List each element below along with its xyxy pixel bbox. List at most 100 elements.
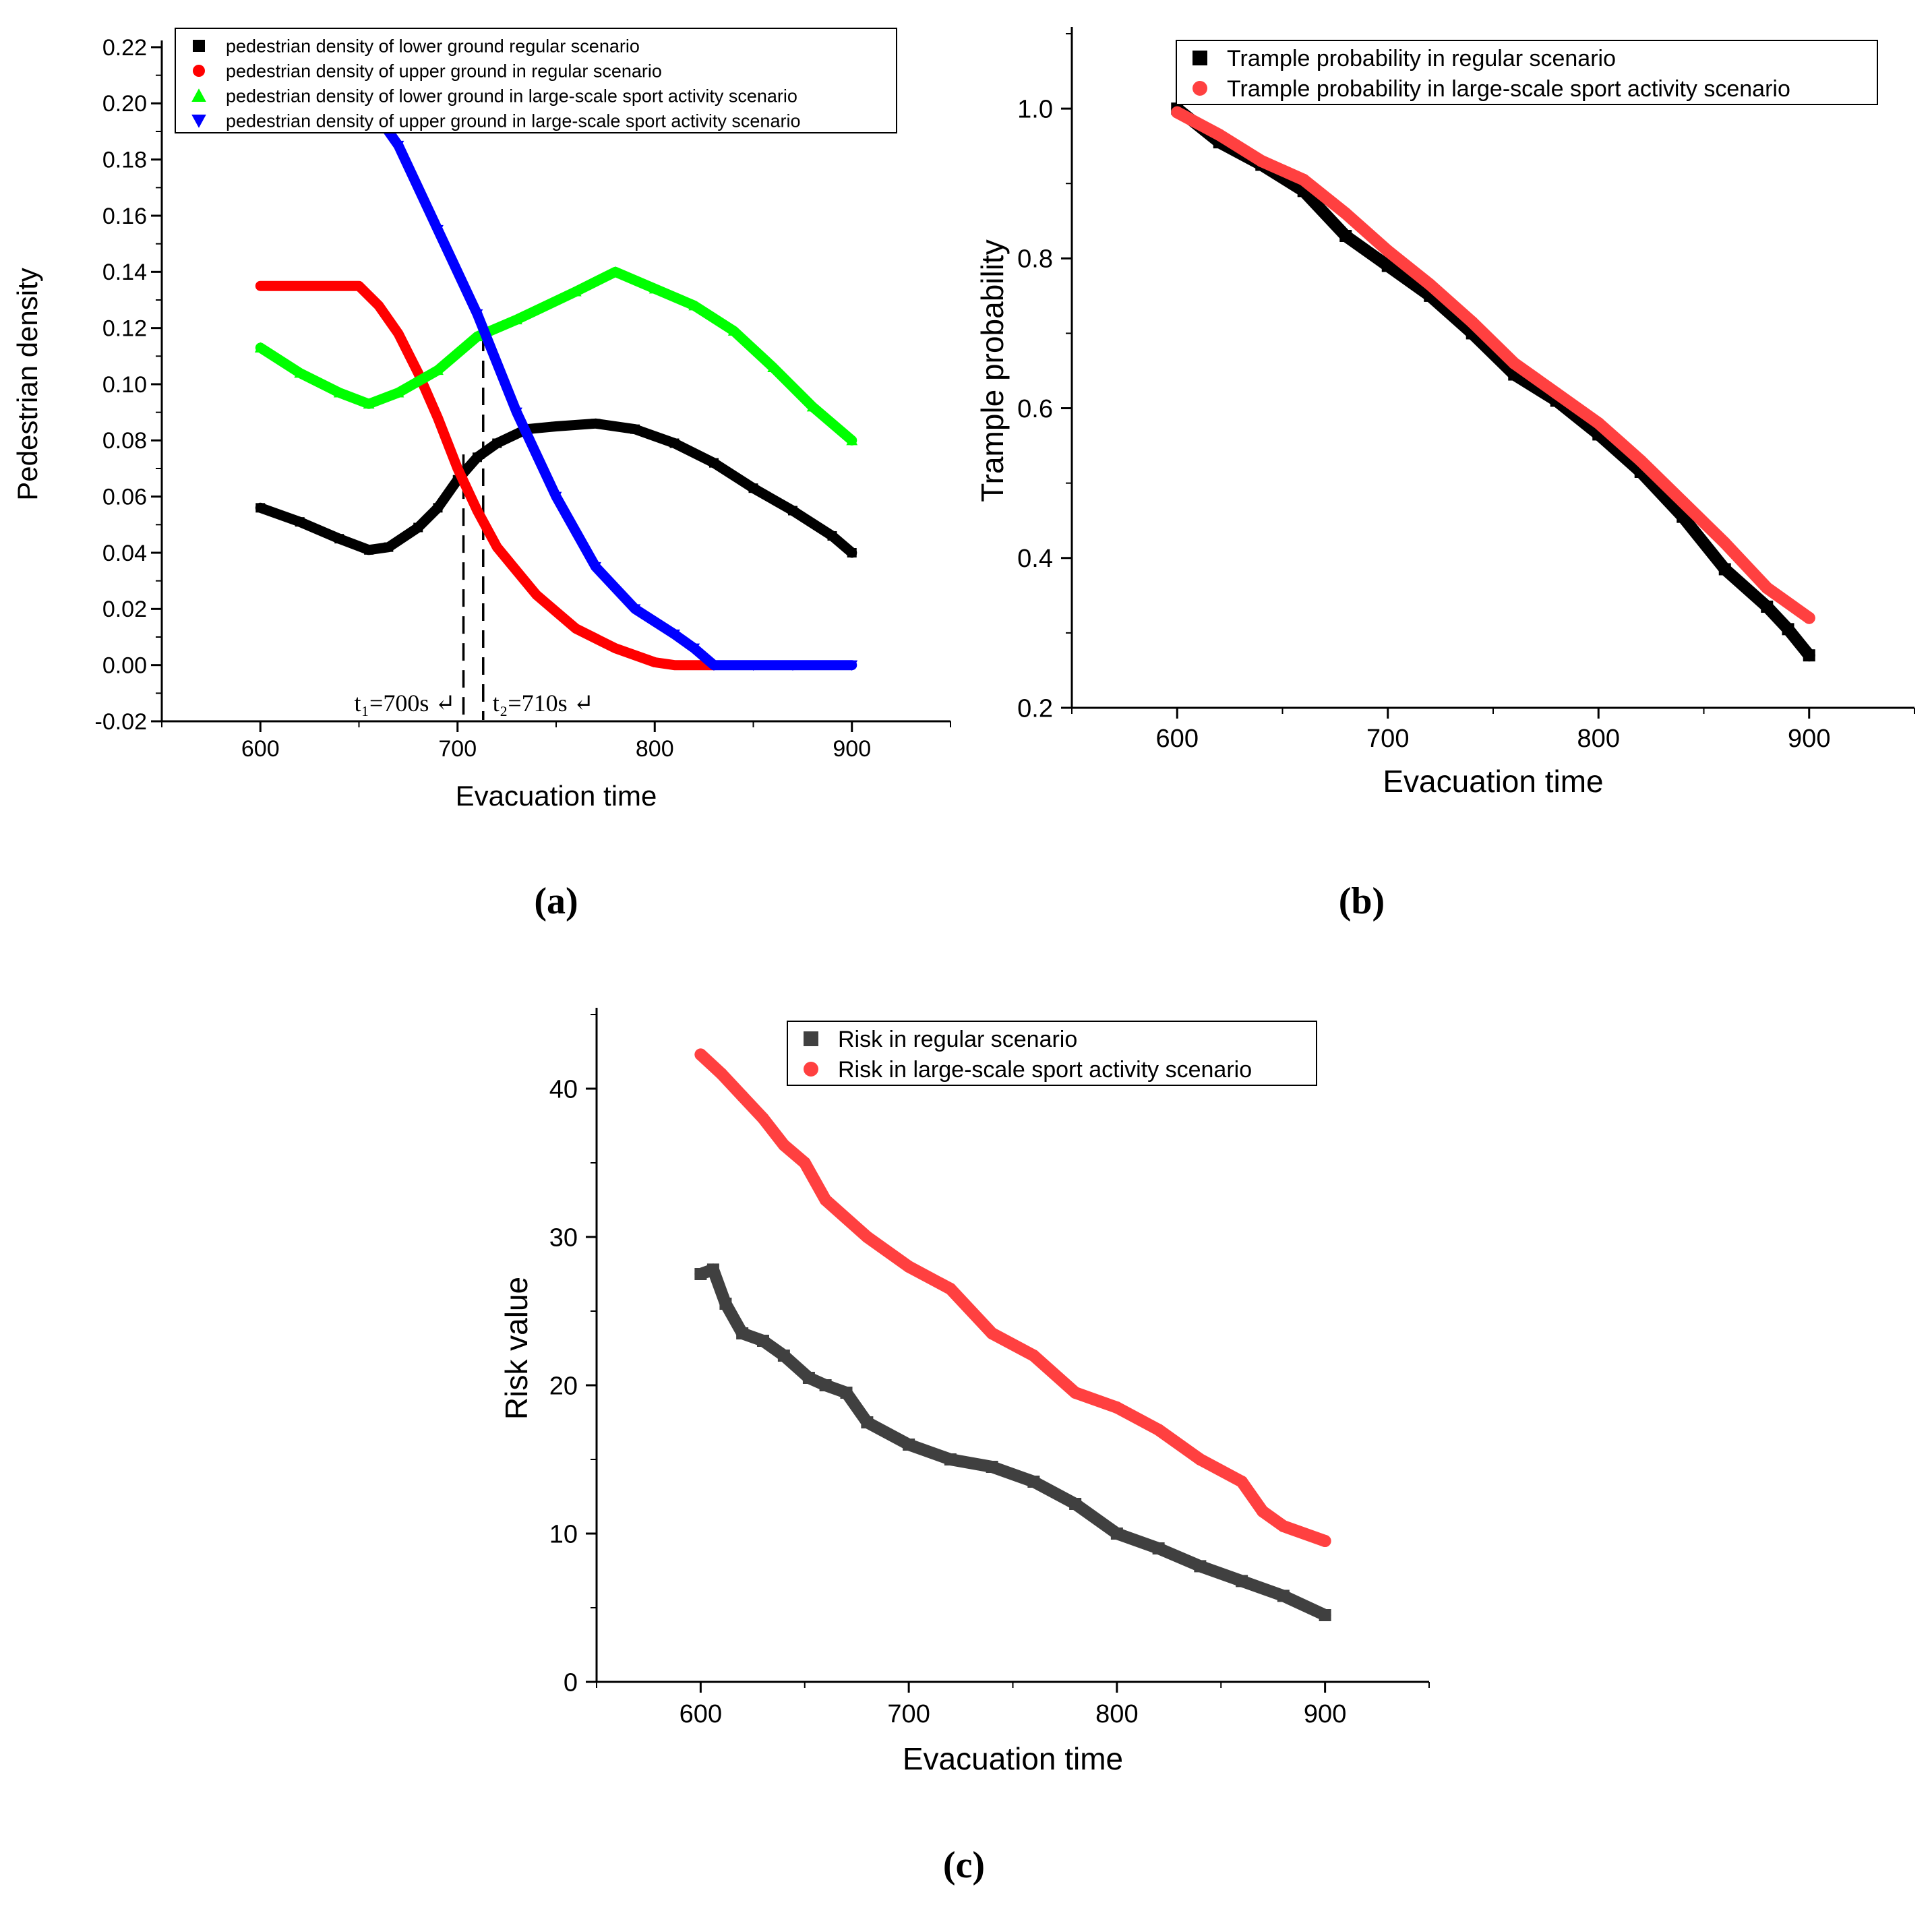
series-2 — [255, 280, 719, 671]
legend-marker — [191, 88, 206, 102]
data-point — [1466, 315, 1478, 328]
y-tick-label: 0.14 — [102, 260, 147, 285]
panel-caption: (b) — [1339, 880, 1385, 922]
data-point — [1277, 1520, 1290, 1532]
data-point — [492, 438, 502, 448]
data-point — [392, 387, 404, 398]
data-point — [1257, 1505, 1269, 1517]
legend: Risk in regular scenario Risk in large-sc… — [787, 1021, 1317, 1086]
data-point — [819, 1379, 832, 1391]
data-point — [767, 361, 779, 372]
data-point — [591, 419, 601, 429]
data-point — [1171, 106, 1184, 119]
data-point — [798, 1157, 811, 1169]
annotation-label: t₁=700s ↵ — [354, 690, 455, 717]
data-point — [715, 1068, 728, 1080]
data-point — [903, 1439, 915, 1451]
data-point — [694, 1048, 707, 1061]
data-point — [1194, 1560, 1207, 1573]
data-point — [1277, 1590, 1290, 1602]
data-point — [1069, 1498, 1082, 1510]
data-point — [511, 407, 522, 419]
x-tick-label: 700 — [438, 736, 477, 762]
y-axis-label: Pedestrian density — [11, 268, 43, 501]
y-tick-label: 0.08 — [102, 428, 147, 454]
data-point — [1339, 230, 1352, 242]
data-point — [846, 434, 858, 446]
y-tick-label: -0.02 — [95, 709, 148, 735]
data-point — [847, 548, 857, 557]
data-point — [629, 604, 641, 615]
legend: Trample probability in regular scenario T… — [1176, 40, 1878, 105]
y-tick-label: 10 — [549, 1520, 578, 1548]
data-point — [433, 413, 443, 423]
series-1 — [255, 418, 857, 558]
y-tick-label: 0.6 — [1017, 395, 1053, 423]
data-point — [694, 1268, 707, 1280]
y-tick-label: 0.06 — [102, 485, 147, 510]
data-point — [1027, 1350, 1040, 1362]
legend-box — [175, 28, 897, 133]
x-axis-label: Evacuation time — [456, 780, 657, 812]
data-point — [1718, 537, 1731, 549]
data-point — [777, 1139, 790, 1151]
x-tick-label: 600 — [241, 736, 280, 762]
legend-entry: pedestrian density of upper ground in la… — [226, 111, 800, 131]
y-tick-label: 0.22 — [102, 35, 147, 61]
data-point — [432, 224, 444, 236]
series-trace — [255, 98, 857, 671]
data-point — [719, 1298, 732, 1310]
y-tick-label: 0.18 — [102, 148, 147, 173]
data-point — [570, 286, 582, 297]
data-point — [1761, 601, 1774, 613]
series-trace — [1171, 106, 1815, 624]
series-trace — [255, 280, 719, 671]
legend-marker — [1193, 51, 1207, 65]
legend-entry: Risk in regular scenario — [838, 1027, 1077, 1052]
data-point — [295, 517, 305, 527]
data-point — [1718, 563, 1731, 576]
y-tick-label: 0.2 — [1017, 694, 1053, 723]
data-point — [394, 329, 403, 338]
data-point — [1110, 1528, 1123, 1540]
data-point — [354, 281, 364, 291]
data-point — [550, 491, 562, 503]
data-point — [471, 330, 483, 342]
data-point — [944, 1283, 957, 1295]
x-axis-label: Evacuation time — [1383, 764, 1603, 799]
data-point — [1508, 357, 1521, 369]
data-point — [903, 1261, 915, 1273]
data-point — [1677, 510, 1689, 523]
data-point — [1803, 649, 1815, 662]
panel-a: 600 700 800 900 -0.02 0.00 0.02 0.04 0.06 0.08 0.1… — [11, 28, 951, 922]
legend-entry: pedestrian density of lower ground regul… — [226, 36, 640, 56]
legend-entry: pedestrian density of upper ground in re… — [226, 61, 662, 81]
series-3 — [254, 266, 858, 446]
data-point — [364, 545, 374, 555]
data-point — [471, 309, 483, 320]
data-point — [650, 657, 660, 667]
x-tick-label: 700 — [887, 1700, 930, 1728]
data-point — [846, 660, 858, 671]
data-point — [819, 1194, 832, 1206]
data-point — [571, 624, 581, 634]
data-point — [1761, 582, 1774, 595]
y-tick-label: 0 — [564, 1668, 578, 1697]
legend-marker — [193, 40, 205, 52]
data-point — [1110, 1401, 1123, 1414]
x-tick-label: 800 — [1577, 725, 1620, 753]
data-point — [452, 464, 462, 473]
data-point — [986, 1327, 998, 1339]
legend-marker — [804, 1031, 818, 1046]
legend-marker — [804, 1062, 818, 1077]
data-point — [736, 1090, 749, 1102]
y-tick-label: 0.4 — [1017, 545, 1053, 573]
data-point — [1424, 278, 1437, 291]
data-point — [1381, 260, 1394, 272]
data-point — [861, 1416, 874, 1428]
series-1 — [1171, 102, 1815, 662]
series-2 — [694, 1048, 1331, 1547]
legend-box — [1176, 40, 1878, 105]
data-point — [1236, 1476, 1248, 1488]
